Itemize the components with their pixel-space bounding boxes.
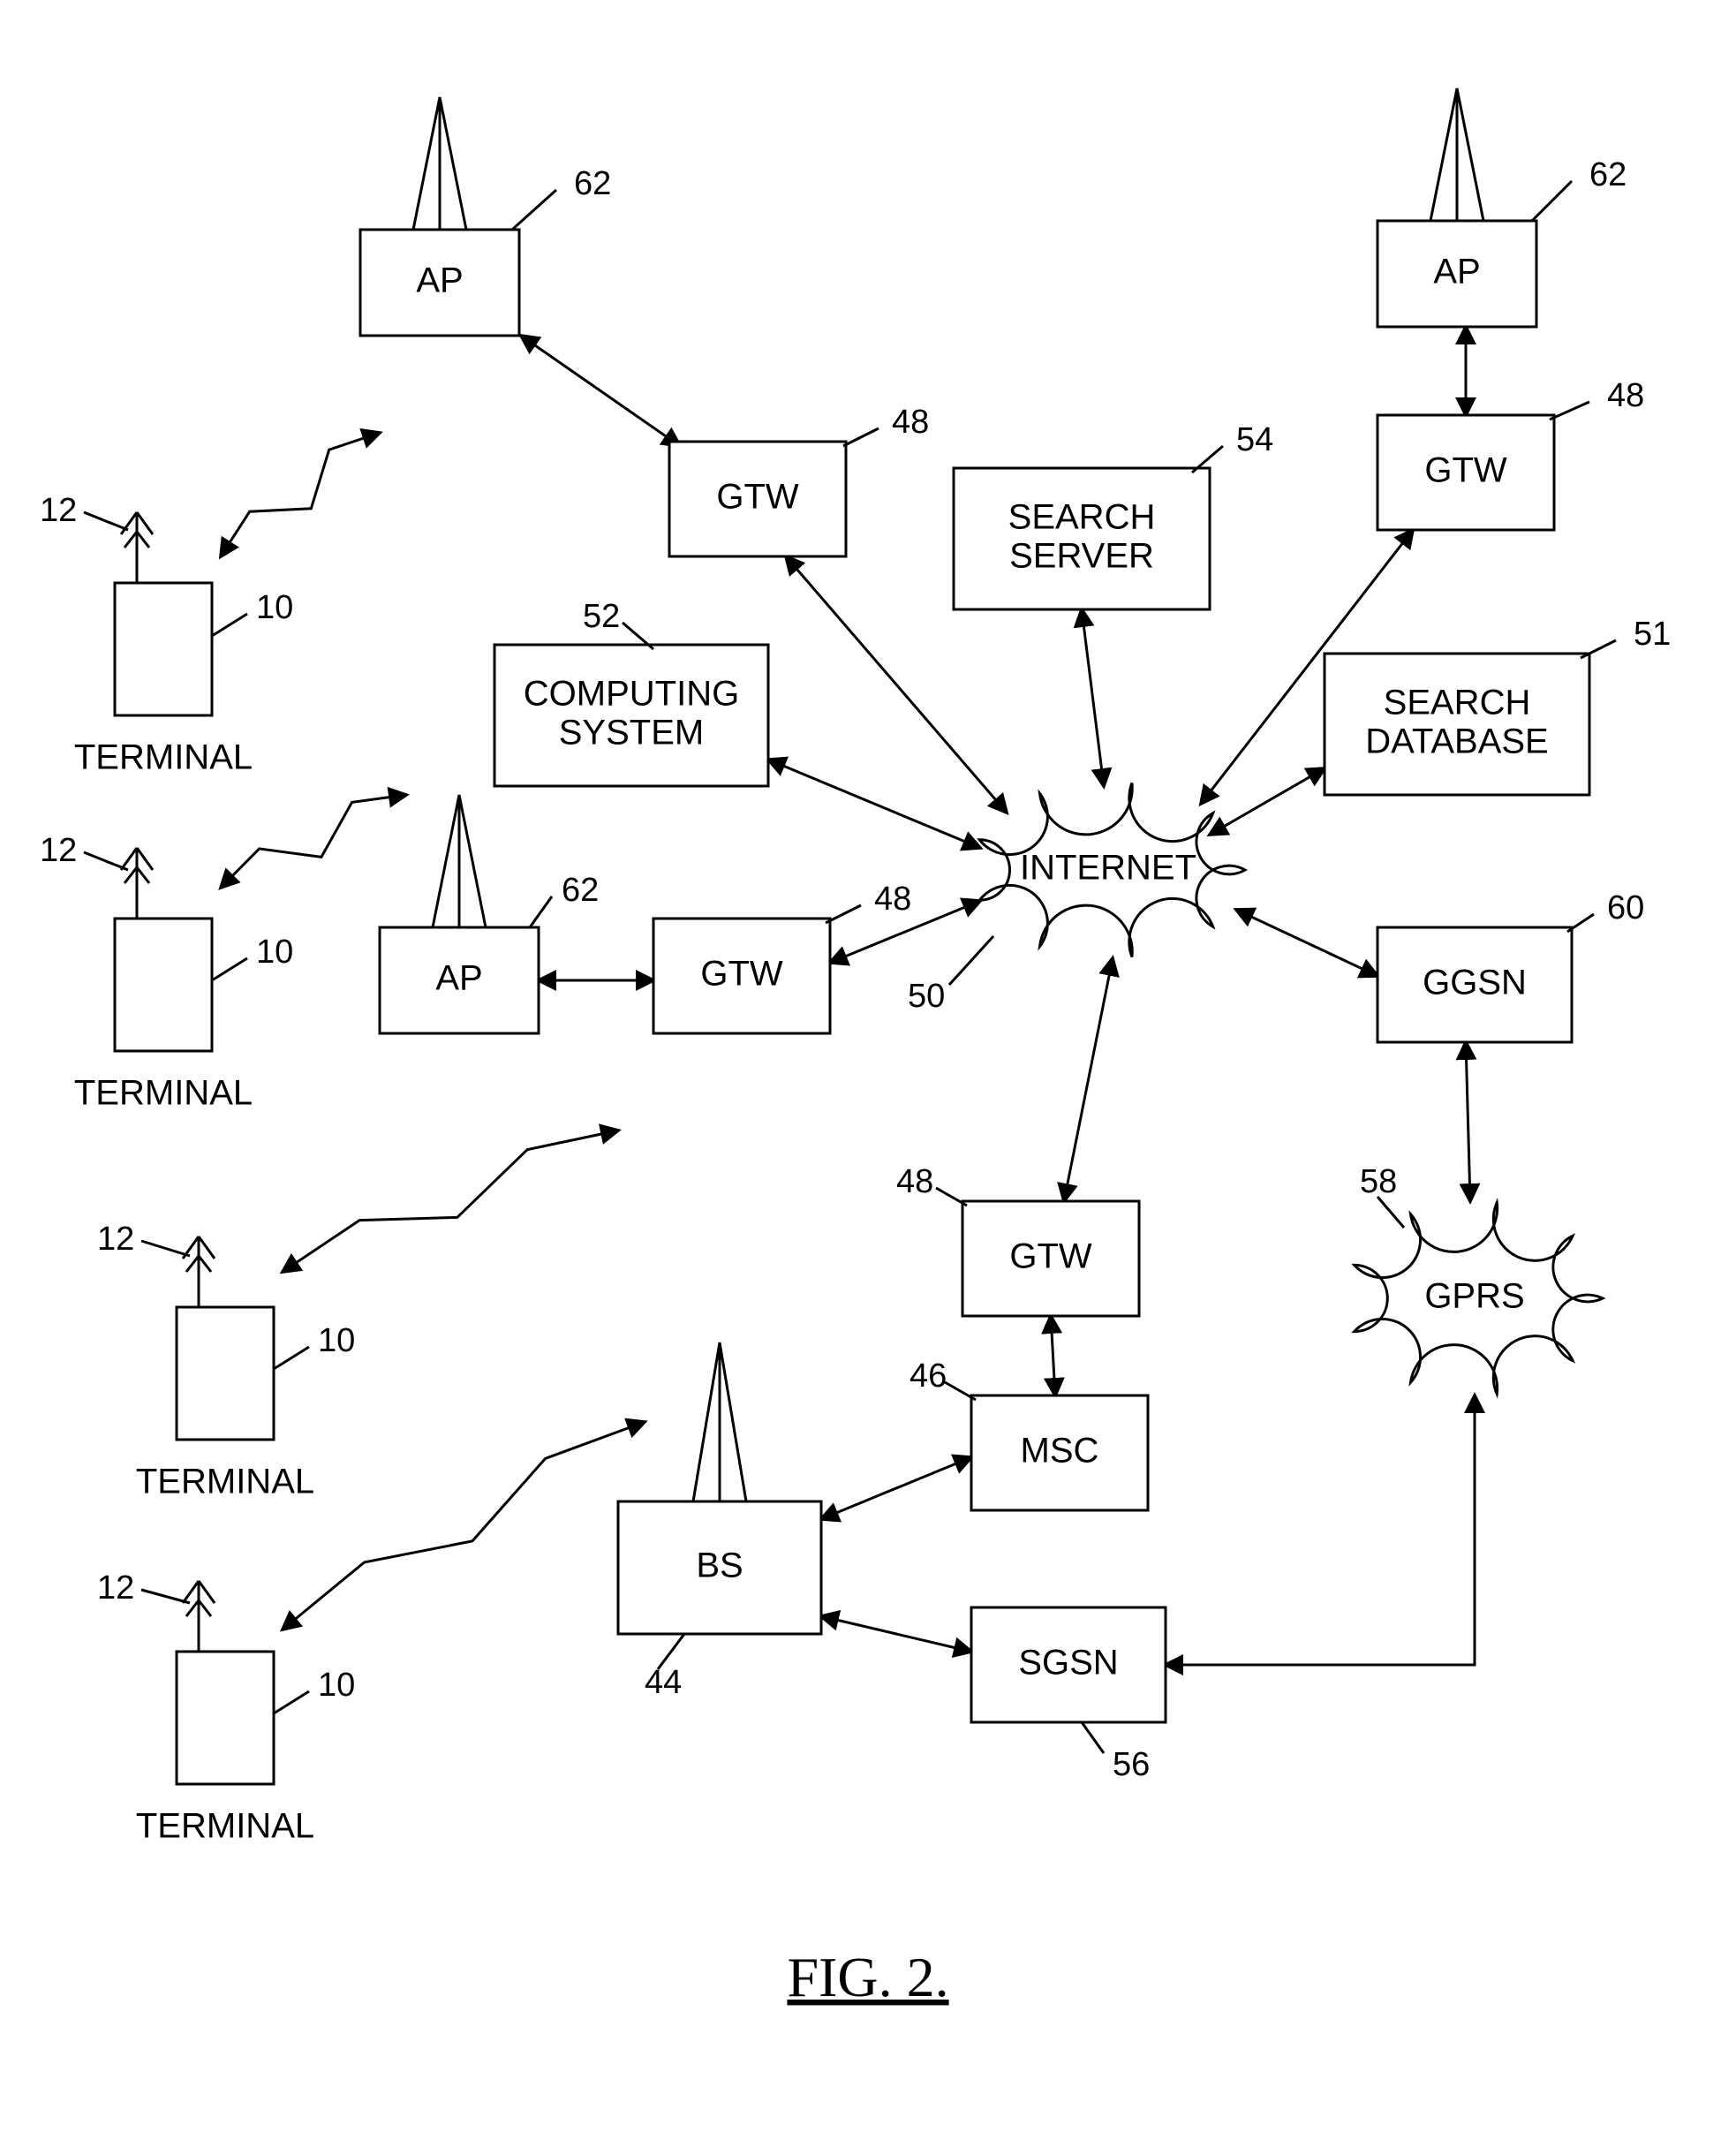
- svg-text:50: 50: [908, 978, 945, 1015]
- svg-text:INTERNET: INTERNET: [1020, 849, 1196, 888]
- svg-text:44: 44: [645, 1664, 682, 1701]
- svg-text:12: 12: [97, 1221, 134, 1258]
- svg-text:GGSN: GGSN: [1423, 964, 1527, 1002]
- svg-text:TERMINAL: TERMINAL: [136, 1807, 314, 1846]
- svg-text:10: 10: [318, 1667, 355, 1704]
- svg-text:60: 60: [1607, 889, 1644, 926]
- svg-text:SEARCH: SEARCH: [1008, 498, 1156, 537]
- svg-text:GTW: GTW: [716, 478, 799, 517]
- svg-text:54: 54: [1236, 421, 1273, 458]
- svg-text:SGSN: SGSN: [1018, 1644, 1118, 1683]
- svg-text:SEARCH: SEARCH: [1384, 684, 1531, 722]
- svg-text:GPRS: GPRS: [1424, 1277, 1524, 1316]
- svg-text:62: 62: [562, 872, 599, 909]
- svg-text:AP: AP: [416, 261, 463, 300]
- svg-text:AP: AP: [1433, 253, 1480, 291]
- svg-text:AP: AP: [435, 959, 482, 998]
- svg-text:GTW: GTW: [700, 955, 783, 994]
- svg-text:10: 10: [256, 589, 293, 626]
- svg-text:DATABASE: DATABASE: [1365, 722, 1548, 761]
- svg-text:46: 46: [910, 1357, 947, 1395]
- svg-text:12: 12: [97, 1569, 134, 1607]
- svg-text:62: 62: [574, 165, 611, 202]
- svg-text:48: 48: [1607, 377, 1644, 414]
- svg-text:TERMINAL: TERMINAL: [136, 1463, 314, 1501]
- svg-text:48: 48: [896, 1163, 933, 1200]
- svg-text:SYSTEM: SYSTEM: [559, 714, 704, 752]
- svg-text:48: 48: [892, 404, 929, 441]
- svg-text:10: 10: [256, 934, 293, 971]
- svg-text:10: 10: [318, 1322, 355, 1359]
- svg-text:BS: BS: [696, 1546, 743, 1585]
- svg-text:12: 12: [40, 832, 77, 869]
- svg-text:56: 56: [1113, 1746, 1150, 1783]
- svg-text:FIG. 2.: FIG. 2.: [787, 1946, 948, 2008]
- svg-text:52: 52: [583, 598, 620, 635]
- svg-text:COMPUTING: COMPUTING: [524, 675, 739, 714]
- svg-text:12: 12: [40, 492, 77, 529]
- svg-text:48: 48: [874, 881, 911, 918]
- svg-text:51: 51: [1634, 616, 1671, 653]
- svg-text:MSC: MSC: [1021, 1432, 1099, 1471]
- svg-text:GTW: GTW: [1424, 451, 1507, 490]
- svg-text:TERMINAL: TERMINAL: [74, 1074, 253, 1113]
- svg-text:GTW: GTW: [1009, 1237, 1092, 1276]
- svg-text:TERMINAL: TERMINAL: [74, 738, 253, 777]
- svg-text:62: 62: [1589, 156, 1627, 193]
- svg-text:58: 58: [1360, 1163, 1397, 1200]
- svg-text:SERVER: SERVER: [1009, 537, 1154, 576]
